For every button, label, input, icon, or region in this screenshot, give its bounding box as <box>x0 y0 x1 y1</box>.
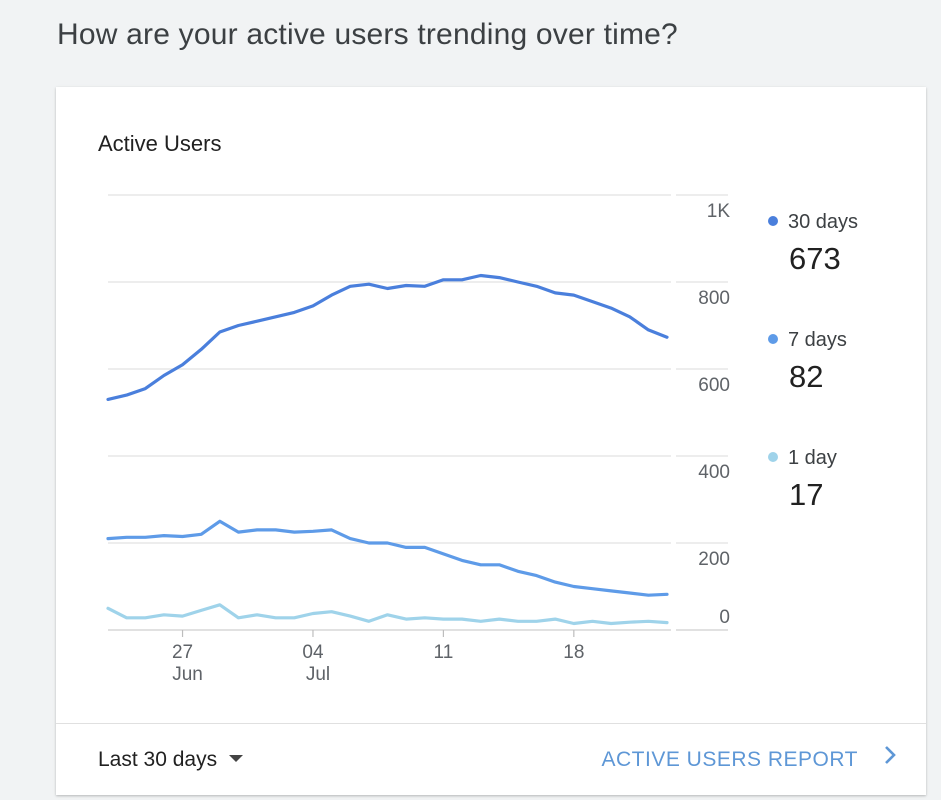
x-tick-month-label: Jun <box>172 664 203 685</box>
legend-item-30-days[interactable]: 30 days 673 <box>768 211 859 276</box>
date-range-label: Last 30 days <box>98 748 218 771</box>
x-tick-label: 27 <box>172 642 193 663</box>
card-title: Active Users <box>98 131 222 156</box>
x-tick-label: 11 <box>434 642 454 663</box>
legend-label: 1 day <box>788 447 837 469</box>
chevron-right-icon <box>884 745 896 771</box>
y-tick-label: 0 <box>719 607 730 628</box>
y-tick-label: 200 <box>698 549 730 570</box>
y-tick-label: 1K <box>707 201 731 222</box>
dropdown-caret-icon <box>229 755 244 763</box>
page-question: How are your active users trending over … <box>57 18 678 51</box>
active-users-report-link[interactable]: ACTIVE USERS REPORT <box>601 745 897 772</box>
x-tick-month-label: Jul <box>306 664 330 685</box>
series-line-1-day <box>106 603 669 626</box>
legend-dot-7-days <box>768 334 778 344</box>
y-tick-label: 800 <box>698 288 730 309</box>
y-tick-label: 400 <box>698 462 730 483</box>
x-tick-label: 04 <box>302 642 324 663</box>
legend-value: 82 <box>789 359 824 394</box>
date-range-dropdown[interactable]: Last 30 days <box>98 748 244 772</box>
legend-dot-30-days <box>768 216 778 226</box>
card-footer: Last 30 days ACTIVE USERS REPORT <box>56 723 926 796</box>
x-tick-label: 18 <box>563 642 584 663</box>
report-link-label: ACTIVE USERS REPORT <box>601 748 858 771</box>
legend-value: 673 <box>789 241 841 276</box>
legend-value: 17 <box>789 477 824 512</box>
legend-item-7-days[interactable]: 7 days 82 <box>768 329 847 394</box>
legend-label: 30 days <box>788 211 859 233</box>
series-line-30-days <box>106 273 669 401</box>
y-tick-label: 600 <box>698 375 730 396</box>
legend-label: 7 days <box>788 329 847 351</box>
legend-item-1-day[interactable]: 1 day 17 <box>768 447 837 512</box>
legend-dot-1-day <box>768 452 778 462</box>
active-users-card: Active Users 0 200 400 600 800 1K 27 Jun 04 Jul 11… <box>56 87 926 795</box>
series-line-7-days <box>106 519 669 597</box>
